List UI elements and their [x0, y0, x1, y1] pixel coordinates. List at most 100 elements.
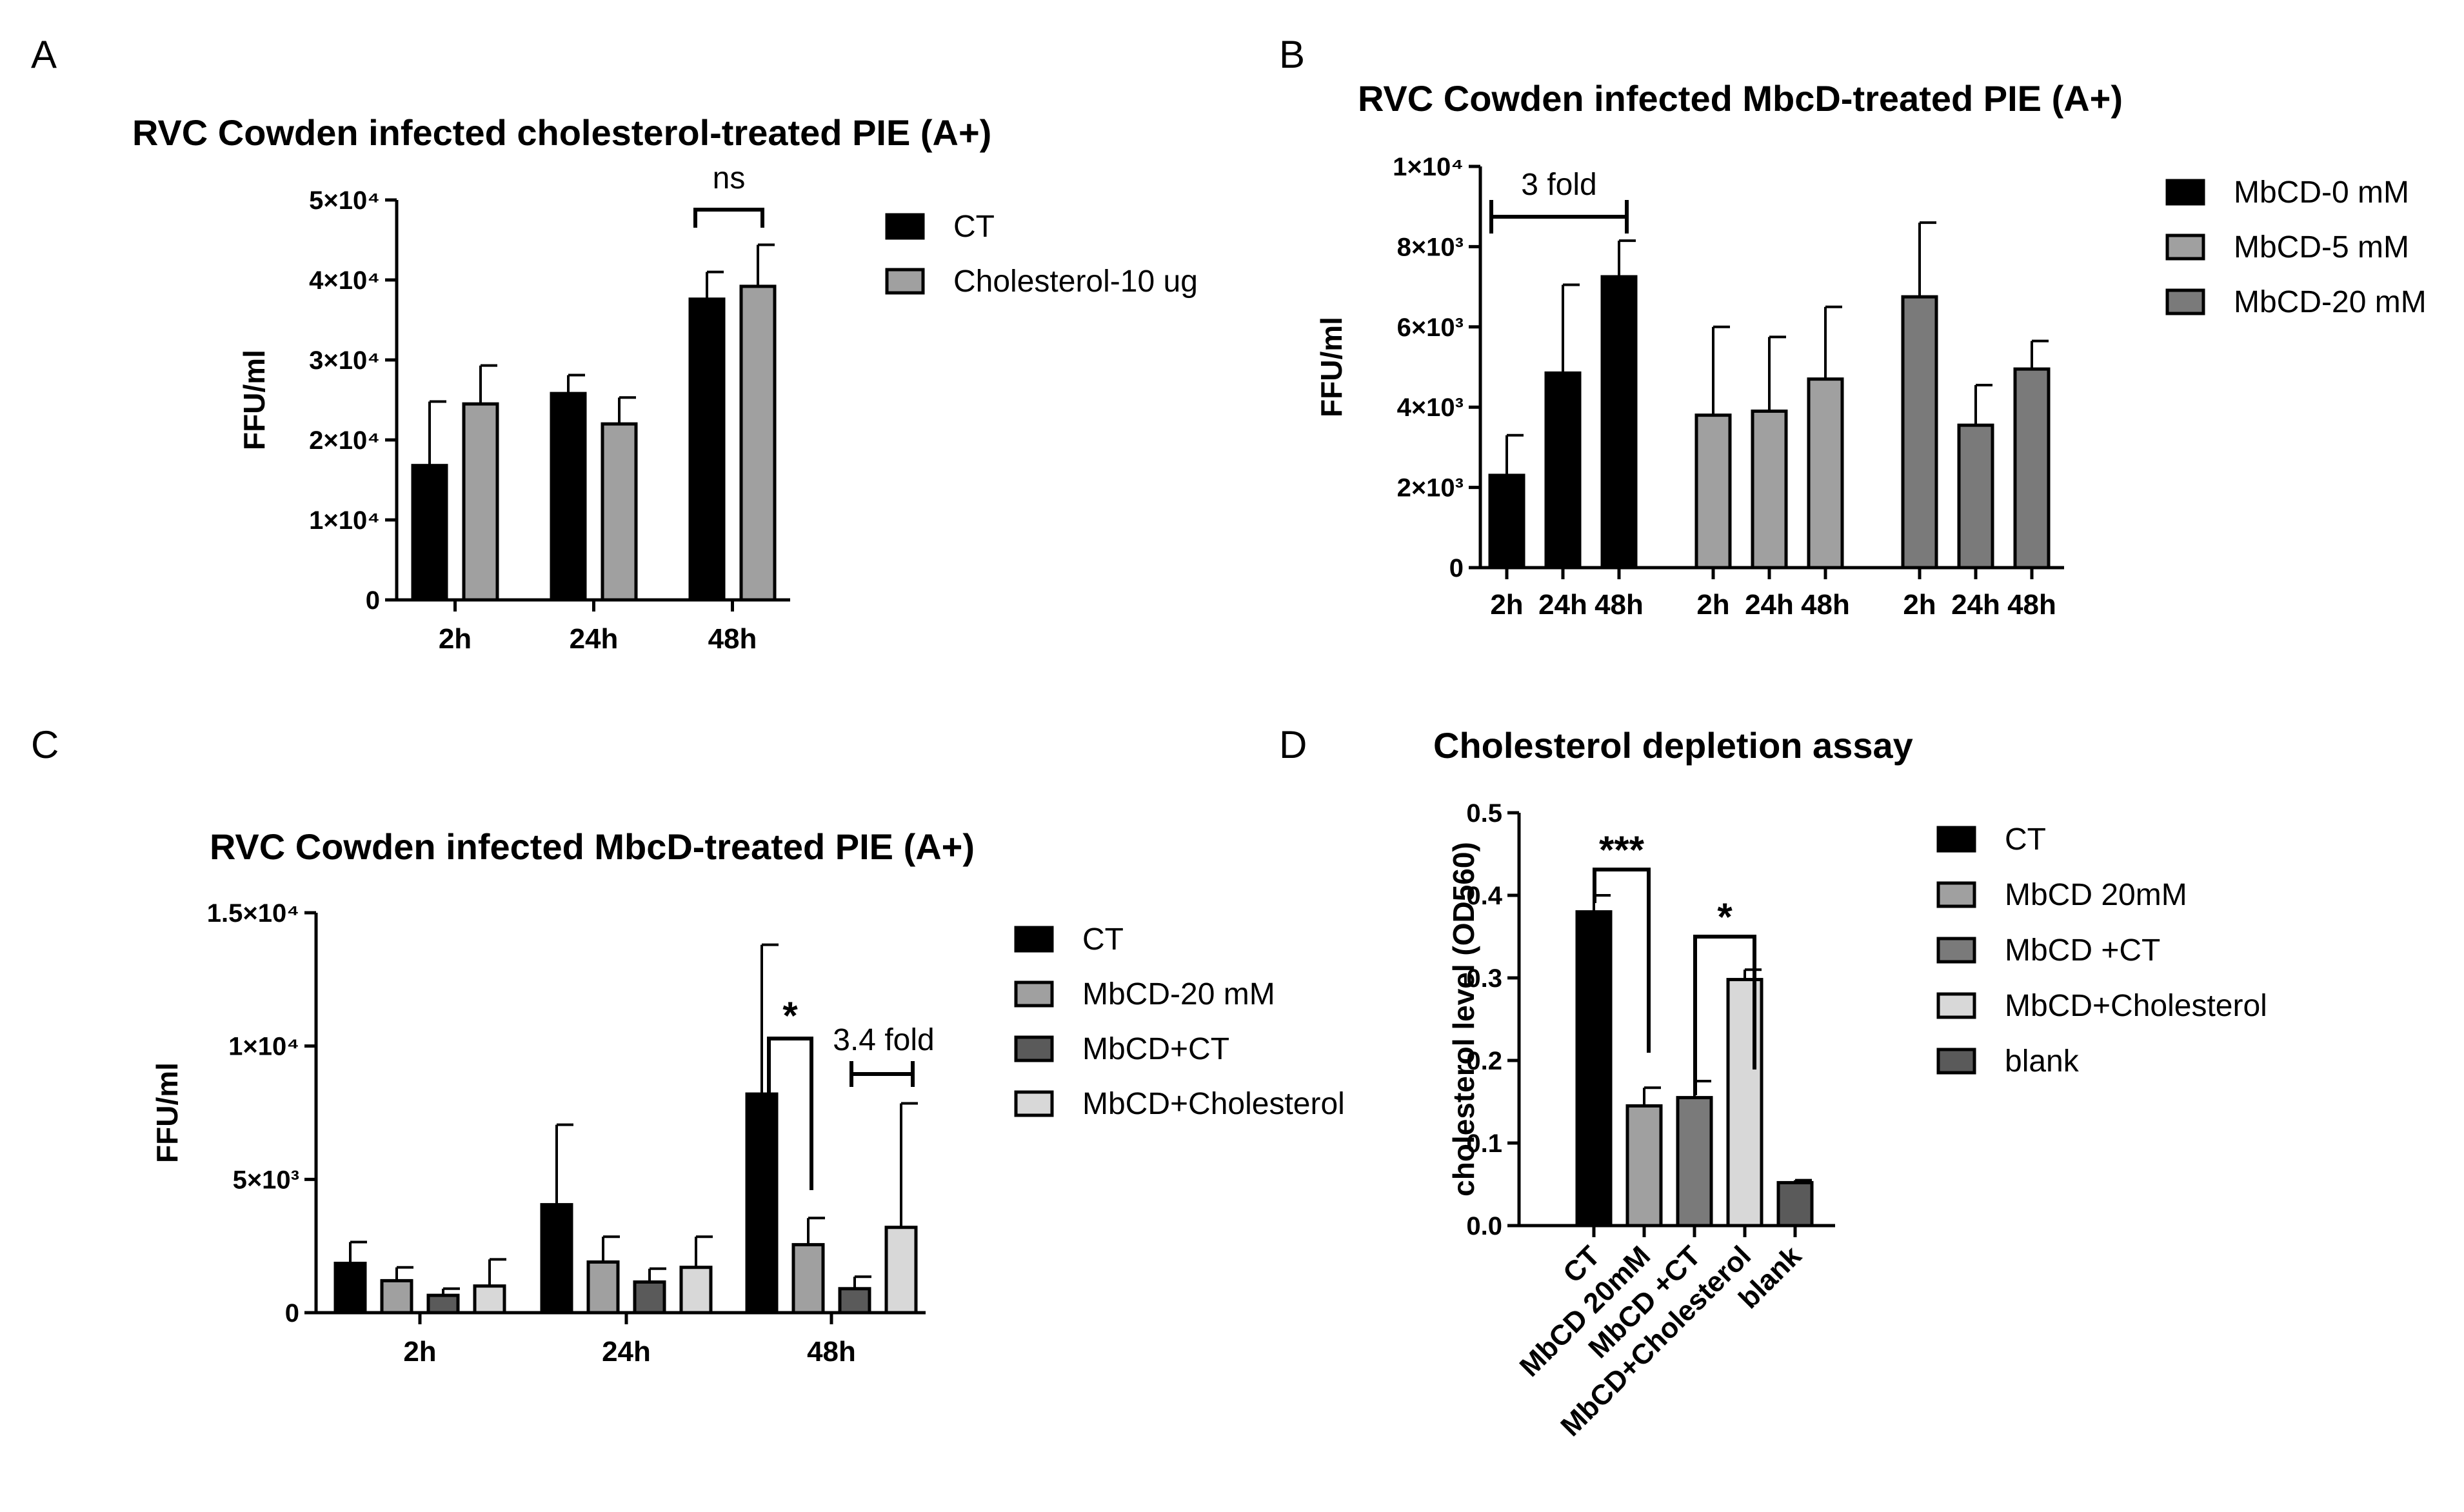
c-y-tick-label: 1.5×10⁴ — [207, 899, 299, 928]
panel-a: A RVC Cowden infected cholesterol-treated… — [31, 33, 1198, 655]
c-ct-48h-bar — [745, 1092, 779, 1315]
d-ct-bar — [1575, 910, 1613, 1228]
d-significance-bracket-2 — [1693, 935, 1756, 1095]
panel-label-c: C — [31, 723, 59, 766]
a-ct-legend-swatch — [885, 213, 925, 240]
c-fold-bracket — [849, 1061, 915, 1087]
d-y-tick-label: 0.4 — [1466, 882, 1502, 910]
panel-c: C RVC Cowden infected MbcD-treated PIE (A… — [31, 723, 1345, 1368]
c-x-tick-label: 48h — [807, 1336, 856, 1368]
b-mbcd-20-mm-2h-bar — [1901, 295, 1938, 570]
a-y-tick-label: 5×10⁴ — [309, 186, 380, 215]
c-significance-bracket — [767, 1037, 813, 1190]
d-annotation-star: * — [1717, 895, 1733, 939]
a-cholesterol-10-ug-48h-bar — [739, 284, 777, 602]
b-x-tick-label: 2h — [1903, 589, 1936, 621]
b-x-tick-label: 48h — [1595, 589, 1644, 621]
chart-title-c: RVC Cowden infected MbcD-treated PIE (A+… — [210, 826, 975, 867]
a-y-tick-label: 1×10⁴ — [309, 506, 380, 535]
a-annotation-ns: ns — [713, 161, 746, 195]
d-mbcd-cholesterol-legend-label: MbCD+Cholesterol — [2005, 989, 2267, 1023]
c-mbcd-cholesterol-24h-bar — [679, 1266, 713, 1315]
b-mbcd-0-mm-48h-bar — [1600, 275, 1638, 570]
c-mbcd-cholesterol-2h-bar — [473, 1284, 506, 1315]
d-y-axis-label: cholesterol level (OD560) — [1447, 842, 1480, 1197]
d-significance-bracket-1 — [1593, 868, 1651, 1053]
c-mbcd-ct-legend-label: MbCD+CT — [1082, 1032, 1229, 1066]
d-annotation-stars: *** — [1599, 828, 1645, 871]
d-mbcd-ct-legend-label: MbCD +CT — [2005, 933, 2160, 968]
panel-d: D Cholesterol depletion assay 0.0 0.1 0.2 0.3… — [1279, 723, 2267, 1442]
a-cholesterol-10-ug-legend-swatch — [885, 268, 925, 295]
b-x-tick-label: 24h — [1951, 589, 2000, 621]
c-x-tick-label: 2h — [403, 1336, 436, 1368]
b-x-tick-label: 48h — [1801, 589, 1850, 621]
c-y-tick-label: 0 — [285, 1299, 299, 1328]
a-ct-legend-label: CT — [953, 210, 995, 244]
b-y-tick-label: 0 — [1449, 554, 1464, 582]
a-ct-24h-bar — [550, 392, 587, 602]
a-x-tick-label: 48h — [708, 623, 757, 655]
b-x-tick-label: 2h — [1490, 589, 1523, 621]
chart-title-a: RVC Cowden infected cholesterol-treated … — [132, 112, 991, 153]
b-mbcd-5-mm-2h-bar — [1694, 413, 1732, 570]
b-mbcd-5-mm-48h-bar — [1807, 377, 1844, 570]
c-mbcd-ct-legend-swatch — [1014, 1035, 1054, 1062]
b-x-tick-label: 2h — [1696, 589, 1729, 621]
a-ct-48h-bar — [688, 297, 726, 602]
c-annotation-star: * — [782, 994, 798, 1037]
b-mbcd-0-mm-2h-bar — [1488, 473, 1525, 570]
a-y-tick-label: 2×10⁴ — [309, 426, 380, 455]
c-ct-24h-bar — [540, 1203, 573, 1315]
c-mbcd-ct-48h-bar — [838, 1287, 871, 1315]
b-mbcd-20-mm-legend-swatch — [2165, 288, 2205, 315]
c-mbcd-cholesterol-legend-label: MbCD+Cholesterol — [1082, 1087, 1345, 1121]
d-mbcd-cholesterol-legend-swatch — [1936, 992, 1976, 1019]
b-mbcd-0-mm-legend-swatch — [2165, 179, 2205, 206]
a-x-tick-label: 2h — [439, 623, 472, 655]
d-mbcd-20mm-bar — [1625, 1104, 1663, 1228]
c-ct-legend-swatch — [1014, 926, 1054, 953]
d-mbcd-cholesterol-bar — [1726, 978, 1764, 1228]
b-x-tick-label: 24h — [1745, 589, 1794, 621]
b-y-tick-label: 2×10³ — [1397, 474, 1464, 502]
b-mbcd-20-mm-48h-bar — [2013, 367, 2051, 570]
c-annotation-fold: 3.4 fold — [833, 1023, 934, 1057]
c-ct-2h-bar — [333, 1262, 367, 1315]
d-ct-legend-swatch — [1936, 826, 1976, 853]
c-mbcd-ct-2h-bar — [426, 1293, 460, 1315]
chart-title-d: Cholesterol depletion assay — [1433, 725, 1913, 766]
d-y-tick-label: 0.2 — [1466, 1047, 1502, 1075]
c-y-axis-label: FFU/ml — [150, 1062, 184, 1163]
panel-label-a: A — [31, 33, 57, 76]
chart-title-b: RVC Cowden infected MbcD-treated PIE (A+… — [1358, 78, 2123, 119]
c-mbcd-cholesterol-legend-swatch — [1014, 1090, 1054, 1117]
c-x-tick-label: 24h — [602, 1336, 651, 1368]
d-y-tick-label: 0.3 — [1466, 964, 1502, 993]
b-mbcd-0-mm-legend-label: MbCD-0 mM — [2234, 175, 2409, 210]
b-mbcd-20-mm-legend-label: MbCD-20 mM — [2234, 285, 2427, 319]
a-significance-bracket — [693, 208, 764, 228]
c-mbcd-20-mm-2h-bar — [380, 1278, 413, 1315]
d-y-tick-label: 0.0 — [1466, 1212, 1502, 1240]
a-y-axis-label: FFU/ml — [237, 350, 271, 450]
b-annotation-fold: 3 fold — [1521, 168, 1596, 202]
d-mbcd-ct-legend-swatch — [1936, 937, 1976, 964]
b-mbcd-5-mm-legend-swatch — [2165, 234, 2205, 261]
b-y-tick-label: 1×10⁴ — [1393, 153, 1464, 181]
b-y-tick-label: 6×10³ — [1397, 313, 1464, 342]
a-y-tick-label: 3×10⁴ — [309, 346, 380, 375]
b-y-axis-label: FFU/ml — [1315, 317, 1348, 417]
c-y-tick-label: 5×10³ — [233, 1166, 299, 1194]
b-mbcd-5-mm-24h-bar — [1751, 409, 1788, 570]
d-mbcd-20mm-legend-label: MbCD 20mM — [2005, 878, 2187, 912]
a-cholesterol-10-ug-24h-bar — [601, 422, 638, 602]
d-mbcd-ct-bar — [1676, 1096, 1713, 1228]
c-mbcd-ct-24h-bar — [633, 1280, 666, 1315]
a-x-tick-label: 24h — [570, 623, 619, 655]
b-mbcd-0-mm-24h-bar — [1544, 371, 1582, 570]
d-blank-bar — [1776, 1180, 1814, 1228]
d-blank-legend-swatch — [1936, 1048, 1976, 1075]
a-cholesterol-10-ug-2h-bar — [462, 402, 499, 602]
